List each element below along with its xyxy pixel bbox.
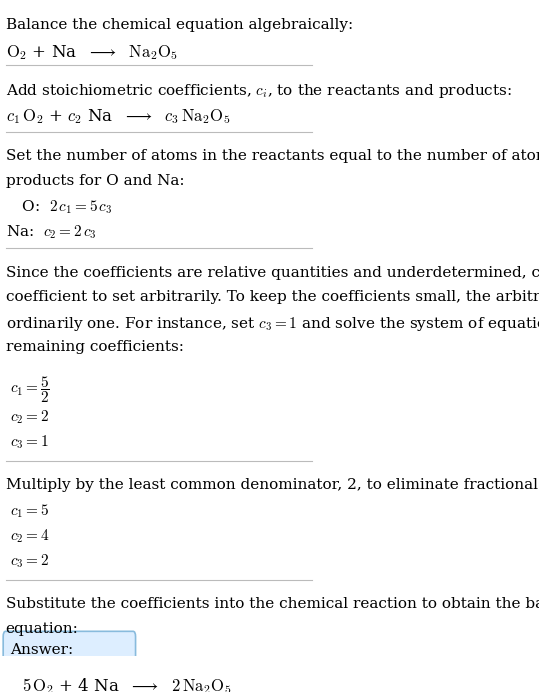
Text: $c_2 = 4$: $c_2 = 4$ bbox=[10, 528, 49, 545]
Text: coefficient to set arbitrarily. To keep the coefficients small, the arbitrary va: coefficient to set arbitrarily. To keep … bbox=[6, 291, 539, 304]
Text: Substitute the coefficients into the chemical reaction to obtain the balanced: Substitute the coefficients into the che… bbox=[6, 597, 539, 611]
Text: $c_3 = 2$: $c_3 = 2$ bbox=[10, 553, 49, 570]
Text: O:  $2\,c_1 = 5\,c_3$: O: $2\,c_1 = 5\,c_3$ bbox=[12, 199, 113, 216]
Text: $c_3 = 1$: $c_3 = 1$ bbox=[10, 433, 48, 451]
Text: Set the number of atoms in the reactants equal to the number of atoms in the: Set the number of atoms in the reactants… bbox=[6, 149, 539, 163]
Text: Answer:: Answer: bbox=[10, 643, 74, 657]
Text: Balance the chemical equation algebraically:: Balance the chemical equation algebraica… bbox=[6, 19, 353, 33]
Text: Add stoichiometric coefficients, $c_i$, to the reactants and products:: Add stoichiometric coefficients, $c_i$, … bbox=[6, 82, 512, 100]
Text: Since the coefficients are relative quantities and underdetermined, choose a: Since the coefficients are relative quan… bbox=[6, 266, 539, 280]
Text: Na:  $c_2 = 2\,c_3$: Na: $c_2 = 2\,c_3$ bbox=[6, 224, 96, 241]
Text: remaining coefficients:: remaining coefficients: bbox=[6, 340, 184, 354]
Text: $c_1\,\mathrm{O_2}$ + $c_2$ Na  $\longrightarrow$  $c_3\,\mathrm{Na_2O_5}$: $c_1\,\mathrm{O_2}$ + $c_2$ Na $\longrig… bbox=[6, 107, 230, 126]
Text: $c_1 = 5$: $c_1 = 5$ bbox=[10, 503, 49, 520]
Text: $c_2 = 2$: $c_2 = 2$ bbox=[10, 408, 49, 426]
Text: equation:: equation: bbox=[6, 622, 79, 636]
Text: products for O and Na:: products for O and Na: bbox=[6, 174, 184, 188]
Text: ordinarily one. For instance, set $c_3 = 1$ and solve the system of equations fo: ordinarily one. For instance, set $c_3 =… bbox=[6, 316, 539, 334]
Text: $\mathrm{O_2}$ + Na  $\longrightarrow$  $\mathrm{Na_2O_5}$: $\mathrm{O_2}$ + Na $\longrightarrow$ $\… bbox=[6, 44, 178, 62]
Text: $c_1 = \dfrac{5}{2}$: $c_1 = \dfrac{5}{2}$ bbox=[10, 374, 50, 405]
FancyBboxPatch shape bbox=[3, 631, 135, 692]
Text: Multiply by the least common denominator, 2, to eliminate fractional coefficient: Multiply by the least common denominator… bbox=[6, 478, 539, 492]
Text: $5\,\mathrm{O_2}$ + 4 Na  $\longrightarrow$  $2\,\mathrm{Na_2O_5}$: $5\,\mathrm{O_2}$ + 4 Na $\longrightarro… bbox=[22, 676, 231, 692]
